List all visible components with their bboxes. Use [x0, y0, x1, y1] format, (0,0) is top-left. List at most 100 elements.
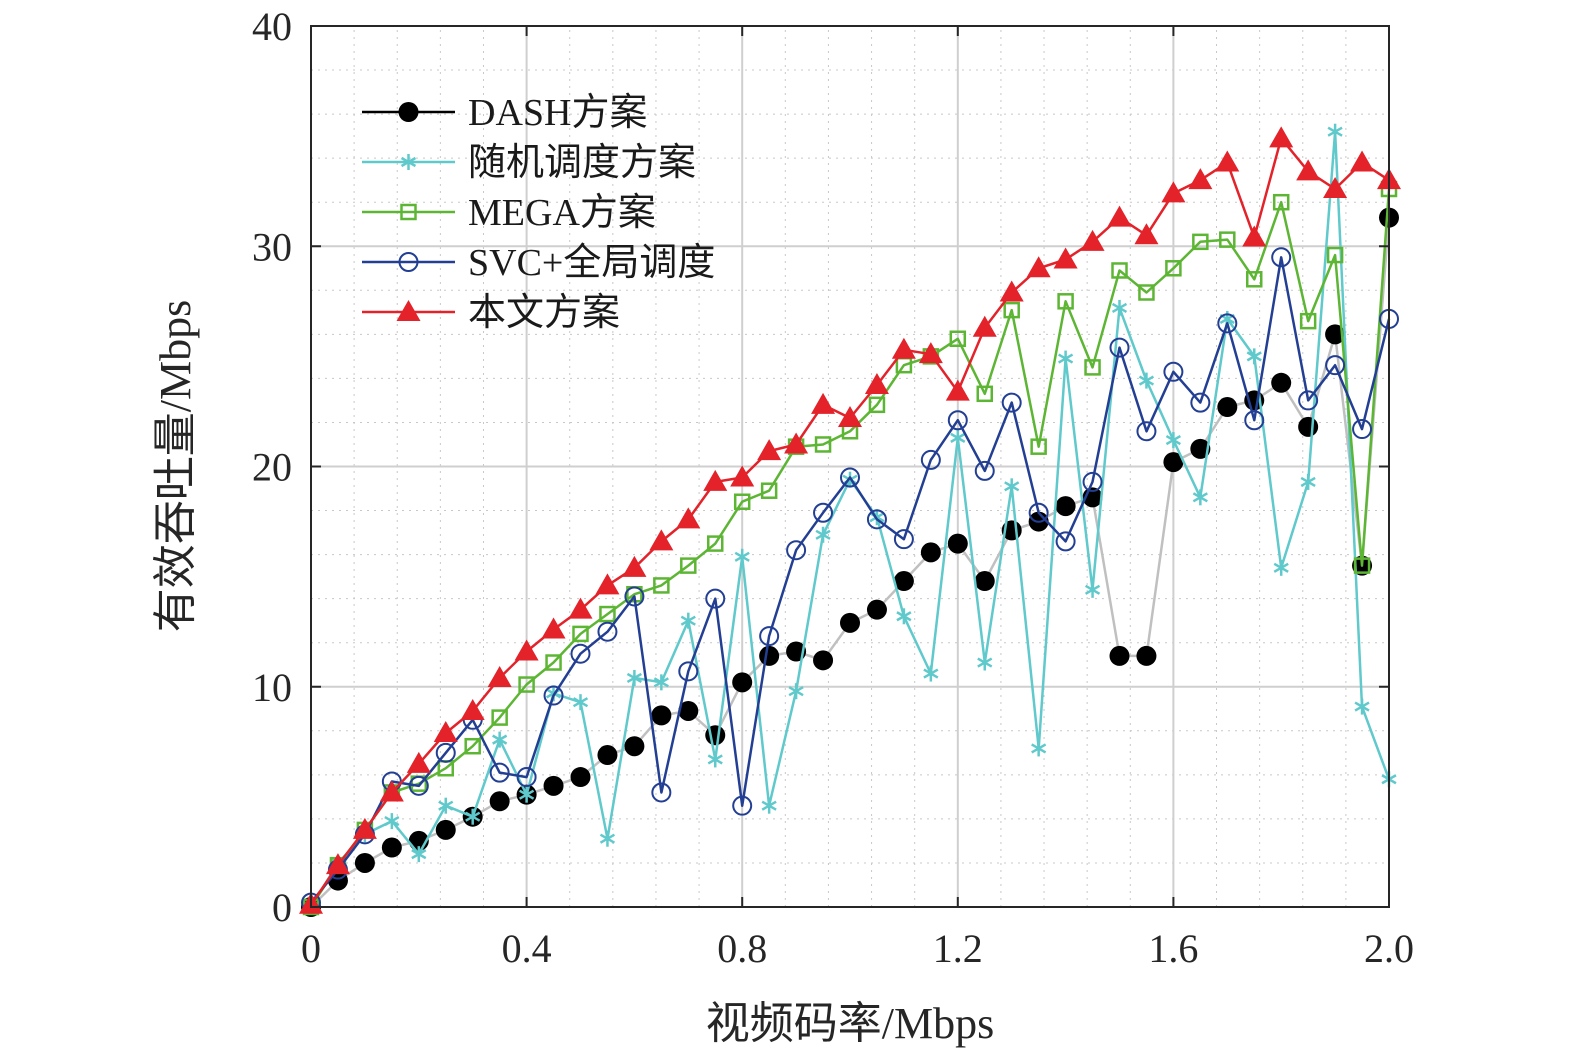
data-point — [1134, 223, 1159, 245]
x-tick-label: 0.8 — [717, 926, 767, 971]
data-point — [1327, 123, 1343, 140]
data-point — [893, 529, 914, 550]
data-point — [381, 837, 402, 858]
data-point — [896, 608, 912, 625]
x-axis-label: 视频码率/Mbps — [706, 999, 994, 1048]
data-point — [649, 529, 674, 551]
data-point — [411, 846, 427, 863]
data-point — [1353, 557, 1371, 574]
data-point — [1111, 262, 1128, 279]
data-point — [1163, 361, 1184, 382]
data-point — [384, 813, 400, 830]
data-point — [1190, 438, 1211, 459]
data-point — [1058, 350, 1074, 367]
data-point — [489, 762, 510, 783]
y-tick-labels: 0 10 20 30 40 — [252, 4, 292, 930]
data-point — [814, 436, 832, 453]
data-point — [1111, 299, 1128, 316]
data-point — [920, 542, 941, 563]
data-point — [543, 685, 564, 706]
data-point — [947, 410, 968, 431]
data-point — [622, 555, 647, 577]
series-5 — [299, 126, 1401, 914]
data-point — [570, 643, 591, 664]
y-tick-label: 10 — [252, 665, 292, 710]
data-point — [864, 373, 889, 395]
data-point — [1325, 324, 1346, 345]
data-point — [840, 612, 860, 633]
data-point — [1109, 337, 1130, 358]
data-point — [653, 674, 669, 691]
data-point — [572, 625, 589, 643]
legend-label: DASH方案 — [468, 92, 647, 134]
data-point — [1136, 645, 1157, 666]
data-point — [811, 392, 836, 414]
data-point — [734, 548, 750, 565]
y-tick-label: 20 — [252, 445, 292, 490]
data-point — [893, 571, 914, 592]
data-point — [435, 819, 456, 840]
y-tick-label: 40 — [252, 4, 292, 49]
data-point — [599, 830, 616, 847]
data-point — [732, 795, 753, 816]
data-point — [599, 605, 616, 623]
data-point — [891, 337, 916, 359]
data-point — [923, 665, 939, 682]
data-point — [1190, 392, 1211, 413]
data-point — [487, 665, 512, 687]
data-point — [1004, 478, 1020, 495]
data-point — [1242, 225, 1267, 247]
data-point — [1269, 126, 1294, 148]
data-point — [1001, 392, 1022, 413]
data-point — [1217, 313, 1238, 334]
data-point — [1219, 231, 1236, 248]
data-point — [950, 429, 966, 446]
series-line — [309, 188, 1391, 908]
data-point — [760, 482, 778, 499]
series-layer — [299, 123, 1401, 917]
data-point — [435, 742, 456, 763]
data-point — [784, 432, 809, 454]
data-point — [1161, 181, 1186, 203]
data-point — [519, 786, 535, 803]
y-tick-label: 30 — [252, 224, 292, 269]
y-tick-label: 0 — [272, 885, 292, 930]
data-point — [1003, 301, 1020, 319]
data-point — [676, 507, 701, 529]
legend-marker — [398, 252, 419, 272]
data-point — [597, 745, 618, 766]
data-point — [972, 315, 997, 337]
data-point — [1028, 502, 1049, 523]
data-point — [1080, 229, 1105, 251]
data-point — [759, 626, 780, 647]
data-point — [788, 683, 804, 700]
data-point — [815, 526, 831, 543]
data-point — [813, 502, 834, 523]
data-point — [1057, 293, 1074, 310]
data-point — [433, 721, 458, 743]
data-point — [543, 775, 564, 796]
data-point — [1107, 205, 1132, 227]
data-point — [595, 573, 620, 595]
data-point — [1300, 473, 1316, 490]
data-point — [541, 617, 566, 639]
x-tick-label: 2.0 — [1364, 926, 1414, 971]
data-point — [732, 672, 753, 693]
data-point — [1192, 489, 1208, 506]
data-point — [516, 767, 537, 788]
data-point — [945, 379, 970, 401]
data-point — [1030, 438, 1047, 455]
data-point — [707, 535, 724, 552]
data-point — [1272, 193, 1290, 211]
data-point — [974, 571, 995, 592]
data-point — [838, 406, 862, 428]
data-point — [489, 791, 510, 812]
data-point — [626, 669, 642, 686]
data-point — [757, 439, 782, 461]
legend-label: 随机调度方案 — [468, 142, 696, 184]
data-point — [730, 465, 755, 487]
data-point — [974, 460, 995, 481]
data-point — [1273, 559, 1289, 576]
data-point — [568, 597, 593, 619]
